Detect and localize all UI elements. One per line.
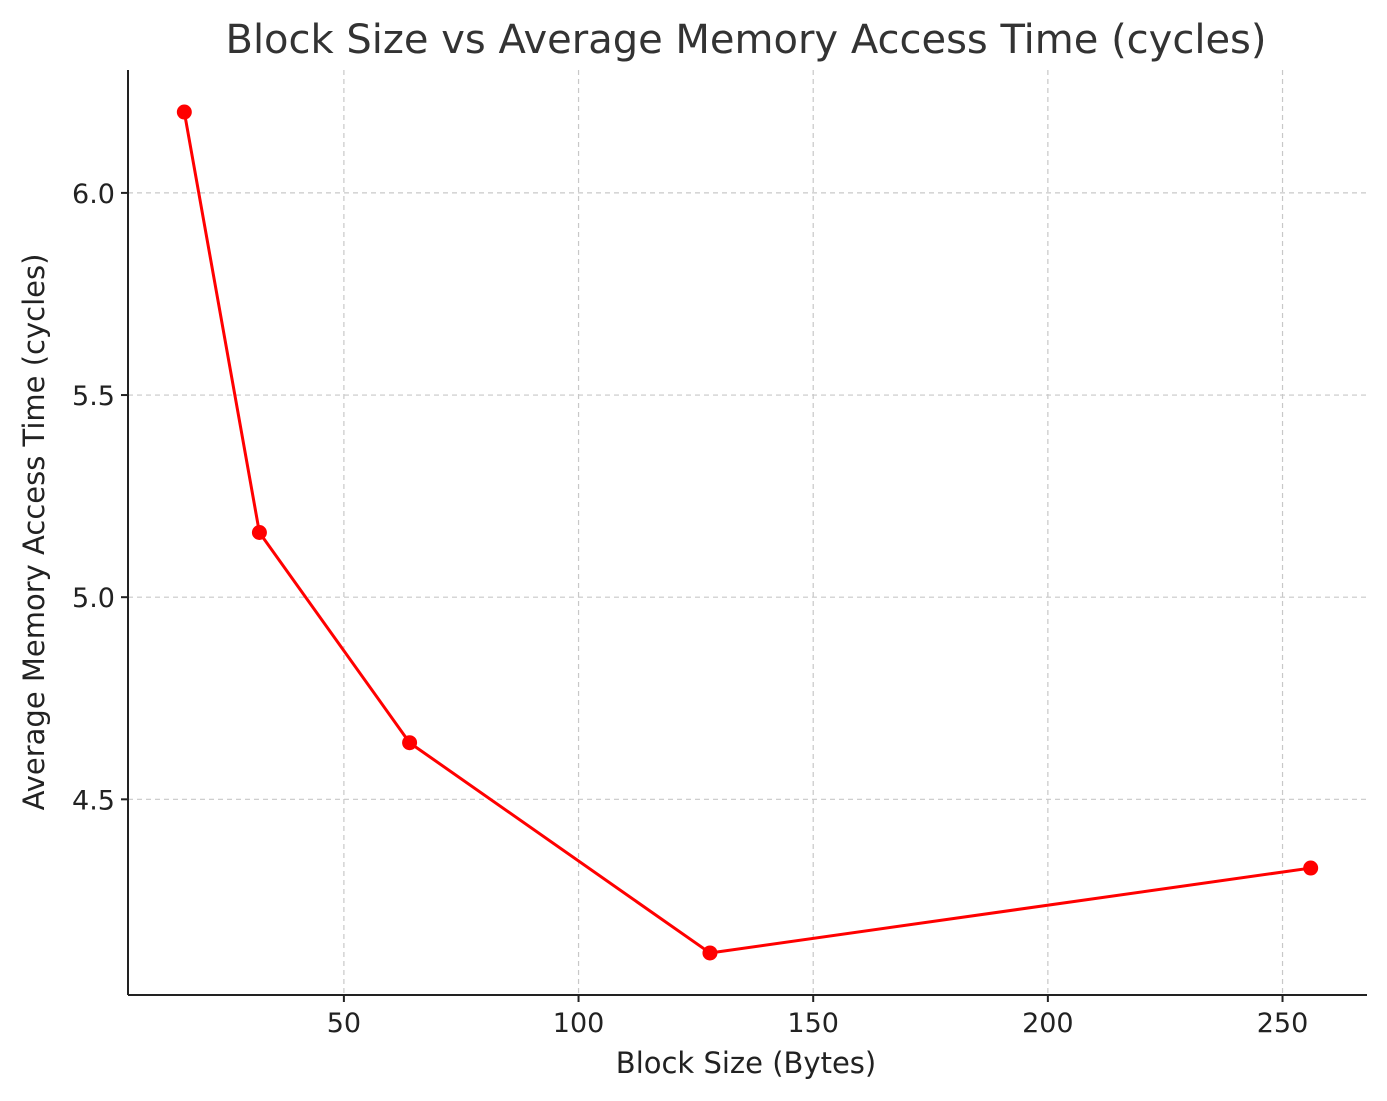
data-point [251, 525, 267, 540]
data-point [702, 945, 718, 961]
y-axis-label: Average Memory Access Time (cycles) [17, 254, 51, 811]
y-tick-label: 6.0 [72, 179, 115, 210]
grid-layer [128, 70, 1367, 995]
x-tick-label: 200 [1022, 1008, 1074, 1039]
x-axis-label: Block Size (Bytes) [616, 1046, 876, 1080]
axes-layer [127, 70, 1367, 996]
chart-title: Block Size vs Average Memory Access Time… [226, 17, 1267, 63]
x-tick-label: 100 [553, 1008, 605, 1039]
data-point [1303, 860, 1319, 876]
series-layer [176, 104, 1319, 961]
ticks-layer: 50 100 150 200 250 4.5 5.0 5.5 6.0 [72, 179, 1308, 1039]
x-tick-label: 250 [1257, 1008, 1309, 1039]
y-tick-label: 5.5 [72, 381, 115, 412]
data-point [402, 735, 418, 751]
y-tick-label: 4.5 [72, 785, 115, 816]
x-tick-label: 50 [327, 1008, 361, 1039]
series-line [182, 110, 1313, 955]
y-tick-label: 5.0 [72, 583, 115, 614]
x-tick-label: 150 [787, 1008, 839, 1039]
data-point [176, 104, 192, 120]
